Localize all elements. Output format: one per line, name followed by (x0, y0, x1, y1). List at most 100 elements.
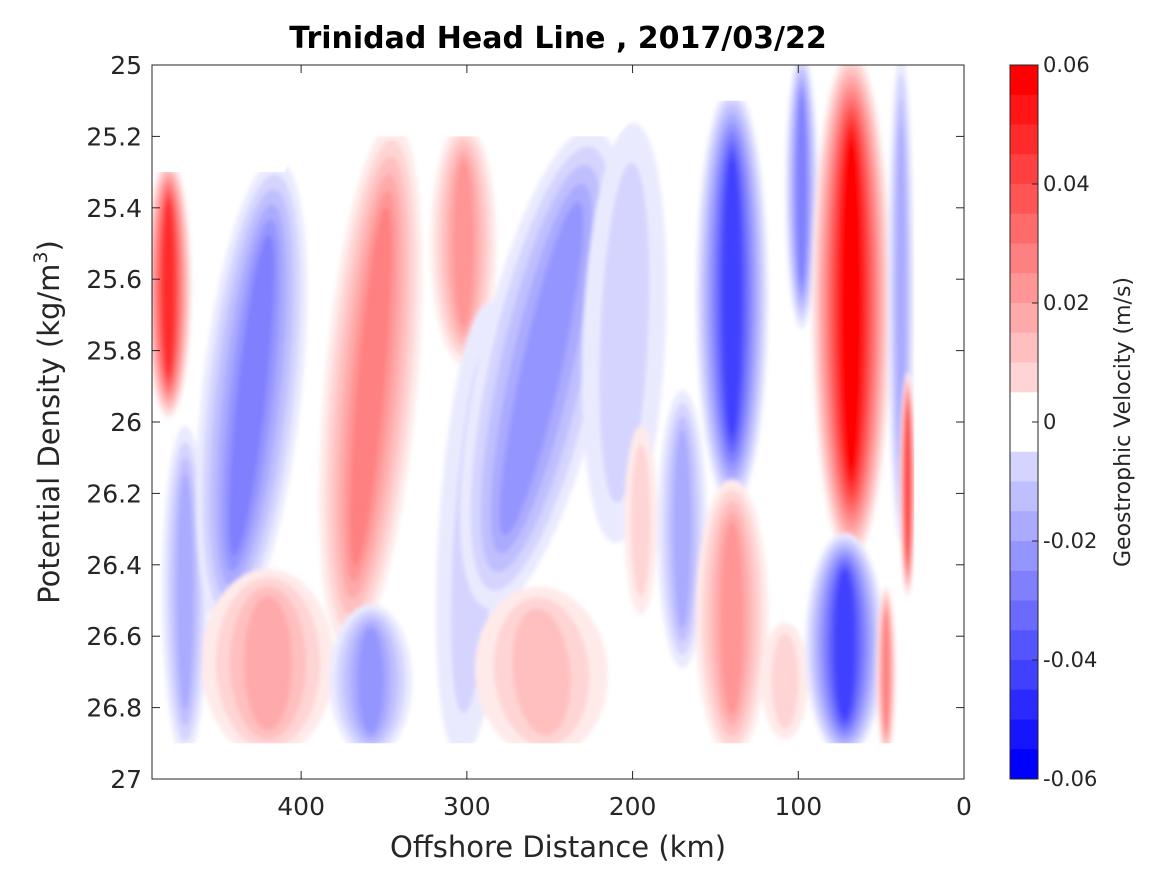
contour-feature-0 (152, 158, 192, 419)
contour-band (631, 443, 651, 597)
y-tick-label: 27 (110, 765, 142, 794)
y-tick-label: 26 (110, 408, 142, 437)
x-tick-label: 300 (443, 792, 491, 821)
contour-band (243, 595, 293, 731)
colorbar-label: Geostrophic Velocity (m/s) (1111, 277, 1136, 567)
contour-feature-18 (804, 532, 885, 744)
y-tick-label: 25.4 (86, 194, 142, 223)
colorbar-tick-label: 0.04 (1043, 172, 1090, 196)
y-tick-label: 25.8 (86, 337, 142, 366)
contour-feature-9 (474, 586, 608, 744)
contour-feature-21 (876, 586, 897, 744)
contour-feature-11 (624, 425, 658, 615)
contour-band (720, 521, 744, 715)
colorbar-ticks: 0.06 0.04 0.02 0 -0.02 -0.04 -0.06 (1032, 53, 1097, 791)
x-tick-label: 100 (774, 792, 822, 821)
colorbar-swatches (1010, 65, 1038, 780)
colorbar-swatch (1010, 451, 1038, 482)
colorbar-swatch (1010, 213, 1038, 244)
colorbar-swatch (1010, 600, 1038, 631)
colorbar-swatch (1010, 154, 1038, 185)
colorbar-tick-label: 0.06 (1043, 53, 1090, 77)
y-axis-label-close: ) (32, 240, 66, 251)
contour-band (228, 234, 275, 556)
colorbar-swatch (1010, 362, 1038, 393)
colorbar-swatch (1010, 303, 1038, 334)
y-tick-label: 25.2 (86, 122, 142, 151)
y-tick-label: 26.2 (86, 479, 142, 508)
colorbar-tick-label: -0.06 (1043, 767, 1097, 791)
y-axis-label-main: Potential Density (kg/m (32, 264, 66, 604)
colorbar-tick-label: 0 (1043, 410, 1056, 434)
contour-feature-8 (460, 127, 623, 610)
colorbar-swatch (1010, 184, 1038, 215)
x-tick-label: 0 (956, 792, 972, 821)
colorbar-swatch (1010, 332, 1038, 363)
colorbar-swatch (1010, 541, 1038, 572)
colorbar-swatch (1010, 511, 1038, 542)
y-tick-label: 26.4 (86, 551, 142, 580)
chart-title: Trinidad Head Line , 2017/03/22 (289, 21, 826, 56)
y-tick-label: 26.6 (86, 622, 142, 651)
contour-feature-17 (811, 65, 892, 561)
y-tick-label: 26.8 (86, 694, 142, 723)
contour-band (842, 140, 861, 472)
colorbar-swatch (1010, 630, 1038, 661)
contour-band (771, 633, 799, 729)
contour-feature-16 (761, 622, 809, 740)
contour-band (883, 613, 890, 731)
x-axis-label: Offshore Distance (km) (390, 830, 726, 864)
y-tick-label: 25.6 (86, 265, 142, 294)
contour-band (452, 159, 475, 328)
contour-feature-4 (319, 123, 423, 650)
contour-feature-13 (695, 86, 769, 508)
contour-band (350, 207, 392, 566)
contour-band (599, 162, 650, 503)
colorbar-tick-label: 0.02 (1043, 291, 1090, 315)
contour-band (723, 158, 741, 436)
contour-band (512, 608, 571, 736)
contour-band (357, 627, 384, 734)
contour-band (896, 121, 906, 473)
x-tick-label: 400 (277, 792, 325, 821)
colorbar-swatch (1010, 749, 1038, 780)
colorbar-swatch (1010, 94, 1038, 125)
contour-band (796, 95, 807, 285)
colorbar-swatch (1010, 422, 1038, 453)
colorbar-swatch (1010, 719, 1038, 750)
colorbar-swatch (1010, 689, 1038, 720)
colorbar-swatch (1010, 273, 1038, 304)
contour-band (905, 410, 910, 559)
colorbar-swatch (1010, 660, 1038, 691)
contour-feature-15 (785, 65, 819, 329)
y-axis-label-superscript: 3 (30, 251, 52, 263)
x-tick-label: 200 (609, 792, 657, 821)
contour-band (673, 430, 692, 629)
contour-feature-1 (161, 425, 209, 744)
x-axis: 400 300 200 100 0 (277, 65, 972, 821)
y-axis-label: Potential Density (kg/m3) (30, 240, 66, 604)
contour-band (499, 201, 584, 536)
contour-feature-5 (329, 604, 413, 744)
contour-feature-12 (657, 390, 708, 669)
contour-feature-20 (899, 372, 915, 597)
colorbar-swatch (1010, 570, 1038, 601)
contour-feature-6 (430, 122, 497, 365)
contour-field (152, 65, 915, 744)
contour-band (176, 473, 194, 710)
colorbar-swatch (1010, 243, 1038, 274)
y-axis: 25 25.2 25.4 25.6 25.8 26 26.2 26.4 26.6 26.8 27 (86, 51, 964, 794)
colorbar-swatch (1010, 124, 1038, 155)
contour-feature-3 (201, 568, 335, 744)
colorbar-tick-label: -0.04 (1043, 648, 1097, 672)
colorbar: 0.06 0.04 0.02 0 -0.02 -0.04 -0.06 Geostrophic… (1009, 53, 1136, 791)
colorbar-swatch (1010, 481, 1038, 512)
colorbar-swatch (1010, 65, 1038, 96)
y-tick-label: 25 (110, 51, 142, 80)
contour-feature-14 (695, 479, 769, 744)
contour-band (163, 202, 175, 374)
contour-feature-2 (195, 159, 308, 632)
colorbar-swatch (1010, 392, 1038, 423)
